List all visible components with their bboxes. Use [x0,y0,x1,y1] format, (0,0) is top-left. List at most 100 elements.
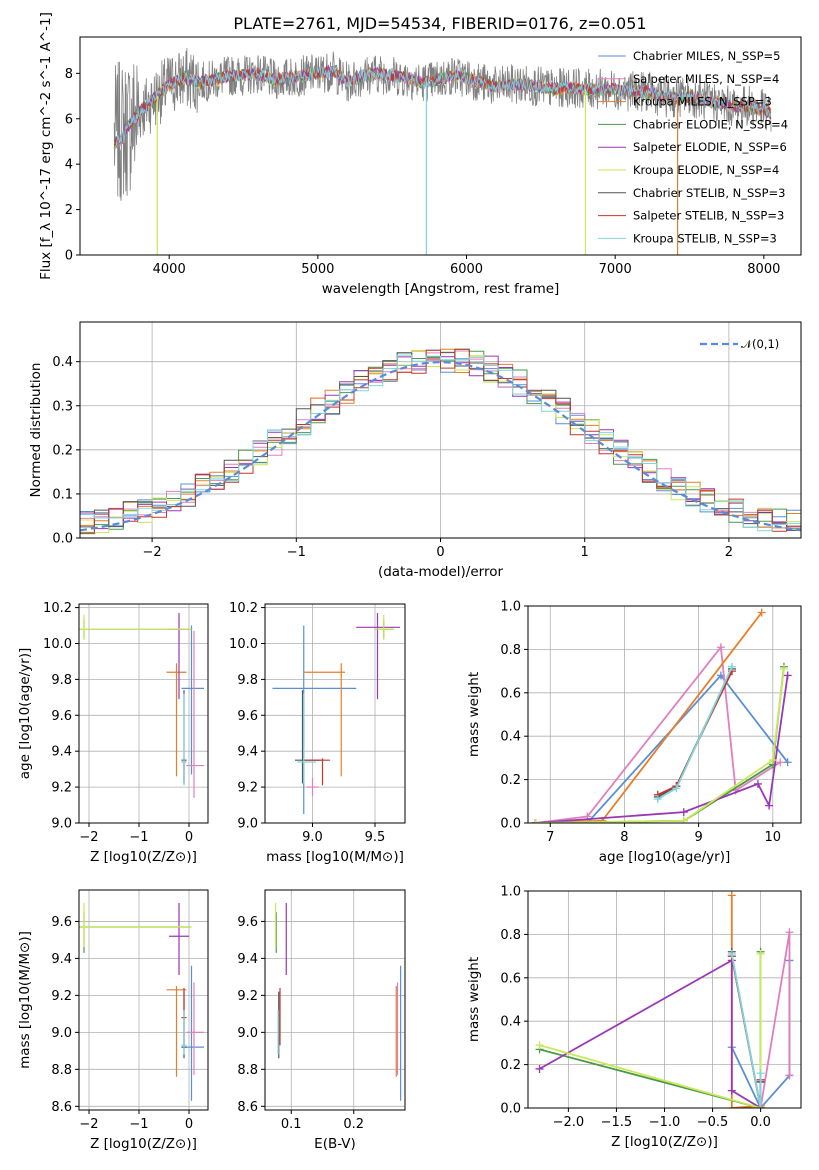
weight_vs_age-frame [527,605,802,824]
weight_vs_Z-marker-kroupa_stelib [727,949,736,958]
weight_vs_age-ytick-label: 0.4 [500,730,521,745]
figure-title: PLATE=2761, MJD=54534, FIBERID=0176, z=0… [233,14,646,33]
weight_vs_Z-line-kroupa_elodie [539,953,762,1108]
weight_vs_age-marker-kroupa_elodie [531,819,540,823]
weight_vs_Z-marker-salpeter_miles [785,1071,794,1080]
spectrum-axes: 4000 5000 6000 7000 8000 0 2 4 6 8 wavelength [Ang… [38,12,802,297]
observed-spectrum-line [113,48,772,201]
weight_vs_Z-line-chabrier_elodie [539,951,762,1108]
mass_vs_Z-frame [78,889,209,1111]
mass_vs_Z-ytick-label: 9.4 [51,952,72,967]
spectrum-xlabel: wavelength [Angstrom, rest frame] [322,281,560,297]
weight_vs_age-panel: 7 8 9 10 0.0 0.2 0.4 0.6 0.8 1.0 age [log10(age/yr… [466,600,802,865]
age_vs_mass-axes: 9.0 9.5 9.0 9.2 9.4 9.6 9.8 10.0 10.2 mass [log10… [229,601,406,865]
weight_vs_age-xtick-label: 10 [765,830,782,845]
age_vs_mass-ytick-label: 10.2 [229,601,258,616]
age_vs_Z-xlabel: Z [log10(Z/Z⊙)] [90,849,197,865]
age_vs_mass-frame [264,603,406,824]
age_vs_mass-plot-area [272,612,400,815]
mass_vs_Z-ytick-label: 9.2 [51,989,72,1004]
weight_vs_Z-line-salpeter_elodie [539,958,762,1108]
age_vs_Z-ytick-label: 9.6 [51,709,72,724]
mass_vs_ebv-grid [265,890,405,1110]
spectrum-ytick-label: 8 [65,67,73,82]
legend-label-chabrier_miles: Chabrier MILES, N_SSP=5 [633,49,780,63]
mass_vs_Z-xtick-label: −2 [79,1117,98,1132]
spectrum-xtick-label: 7000 [599,262,632,277]
weight_vs_Z-ytick-label: 0.6 [500,971,521,986]
weight_vs_Z-marker-kroupa_miles [727,1104,736,1108]
residuals-ytick-label: 0.2 [52,443,73,458]
mass_vs_ebv-xtick-label: 0.2 [343,1117,364,1132]
age_vs_mass-ytick-label: 9.6 [237,709,258,724]
spectrum-xtick-label: 6000 [450,262,483,277]
age_vs_mass-ytick-label: 9.0 [237,817,258,832]
age_vs_Z-ytick-label: 9.4 [51,745,72,760]
mass_vs_Z-grid [79,890,208,1110]
residuals-xtick-label: 1 [581,545,589,560]
residual-histogram-kroupa_stelib [80,354,801,532]
mass_vs_ebv-ytick-label: 9.4 [237,952,258,967]
legend-label-chabrier_elodie: Chabrier ELODIE, N_SSP=4 [633,117,788,131]
weight_vs_age-marker-salpeter_elodie [783,671,792,680]
age_vs_Z-plot-area [79,612,204,798]
mass_vs_ebv-ytick-label: 9.2 [237,989,258,1004]
mass_vs_Z-ytick-label: 8.8 [51,1063,72,1078]
weight_vs_age-marker-salpeter_elodie [753,779,762,788]
spectrum-ytick-label: 6 [65,112,73,127]
weight_vs_age-ytick-label: 0.6 [500,686,521,701]
residuals-xtick-label: −1 [287,545,306,560]
weight_vs_age-marker-salpeter_elodie [679,808,688,817]
age_vs_mass-ytick-label: 9.4 [237,745,258,760]
mass_vs_ebv-axes: 0.1 0.2 8.6 8.8 9.0 9.2 9.4 9.6 E(B-V) [237,889,406,1152]
weight_vs_age-marker-salpeter_miles [776,758,785,767]
residuals-ytick-label: 0.0 [52,532,73,547]
mass_vs_ebv-plot-area [275,902,402,1101]
weight_vs_age-ytick-label: 0.0 [500,817,521,832]
weight_vs_Z-line-kroupa_stelib [730,953,762,1108]
age_vs_Z-ytick-label: 9.0 [51,817,72,832]
residuals-xtick-label: −2 [143,545,162,560]
age_vs_Z-xtick-label: −2 [79,830,98,845]
weight_vs_Z-xtick-label: −0.5 [697,1115,729,1130]
age_vs_Z-xtick-label: 0 [185,830,193,845]
residuals-plot-area [80,348,801,535]
weight_vs_age-xtick-label: 7 [546,830,554,845]
weight_vs_Z-xtick-label: −1.0 [649,1115,681,1130]
residuals-axes: −2 −1 0 1 2 0.0 0.1 0.2 0.3 0.4 (data-model)/error… [28,321,802,580]
weight_vs_age-marker-salpeter_elodie [765,801,774,810]
weight_vs_Z-marker-salpeter_miles [785,928,794,937]
age_vs_mass-xlabel: mass [log10(M/M⊙)] [266,849,404,865]
weight_vs_age-ytick-label: 0.8 [500,643,521,658]
mass_vs_ebv-xlabel: E(B-V) [314,1136,356,1152]
weight_vs_Z-panel: −2.0 −1.5 −1.0 −0.5 0.0 0.0 0.2 0.4 0.6 0.8 1.0 Z [… [466,885,802,1150]
age_vs_Z-ytick-label: 10.2 [43,601,72,616]
residuals-xlabel: (data-model)/error [378,564,504,580]
weight_vs_age-ytick-label: 0.2 [500,773,521,788]
mass_vs_Z-xtick-label: 0 [185,1117,193,1132]
spectrum-panel: 4000 5000 6000 7000 8000 0 2 4 6 8 wavelength [Ang… [38,12,802,297]
age_vs_mass-ytick-label: 9.8 [237,673,258,688]
weight_vs_Z-xtick-label: 0.0 [750,1115,771,1130]
mass_vs_ebv-ytick-label: 9.0 [237,1026,258,1041]
weight_vs_age-xtick-label: 9 [694,830,702,845]
age_vs_mass-panel: 9.0 9.5 9.0 9.2 9.4 9.6 9.8 10.0 10.2 mass [log10… [229,601,406,865]
weight_vs_age-xlabel: age [log10(age/yr)] [599,849,731,865]
weight_vs_age-line-kroupa_elodie [535,668,785,823]
weight_vs_Z-marker-kroupa_miles [727,891,736,900]
weight_vs_Z-ytick-label: 0.2 [500,1058,521,1073]
mass_vs_Z-ytick-label: 9.6 [51,915,72,930]
legend-label-kroupa_elodie: Kroupa ELODIE, N_SSP=4 [633,163,779,177]
age_vs_Z-axes: −2 −1 0 9.0 9.2 9.4 9.6 9.8 10.0 10.2 Z [log10(Z/Z… [17,601,209,865]
weight_vs_Z-ylabel: mass weight [466,957,482,1042]
residuals-panel: −2 −1 0 1 2 0.0 0.1 0.2 0.3 0.4 (data-model)/error… [28,321,802,580]
weight_vs_age-axes: 7 8 9 10 0.0 0.2 0.4 0.6 0.8 1.0 age [log10(age/yr… [466,600,802,865]
weight_vs_age-marker-kroupa_miles [757,608,766,617]
residuals-ylabel: Normed distribution [28,363,44,498]
mass_vs_Z-ytick-label: 8.6 [51,1100,72,1115]
weight_vs_age-marker-kroupa_elodie [679,816,688,823]
weight_vs_age-marker-chabrier_miles [783,758,792,767]
weight_vs_Z-marker-kroupa_stelib [756,1069,765,1078]
